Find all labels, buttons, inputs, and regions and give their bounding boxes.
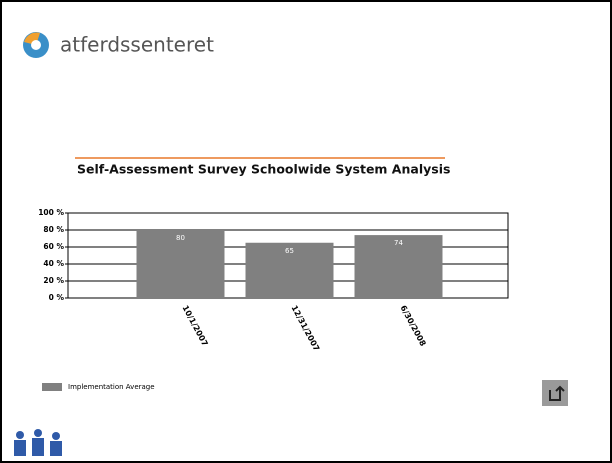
y-tick-label: 20 % [43,276,64,285]
return-button[interactable] [542,380,568,406]
data-label: 65 [285,247,294,255]
legend-label: Implementation Average [68,383,155,391]
bar [354,235,443,298]
footer-figures [14,429,62,456]
bar [245,242,334,298]
y-tick-label: 40 % [43,259,64,268]
y-tick-label: 80 % [43,225,64,234]
y-tick-label: 100 % [38,208,64,217]
data-label: 80 [176,234,185,242]
bar [136,230,225,298]
chart-title: Self-Assessment Survey Schoolwide System… [77,162,450,177]
legend-swatch [42,383,62,391]
y-tick-label: 60 % [43,242,64,251]
return-icon [549,385,565,401]
y-tick-label: 0 % [49,293,65,302]
logo-text: atferdssenteret [60,33,214,57]
logo-icon [23,32,49,58]
data-label: 74 [394,239,403,247]
